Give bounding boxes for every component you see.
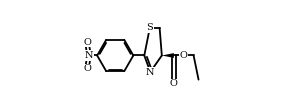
Text: O: O <box>83 38 91 47</box>
Text: N: N <box>85 51 93 60</box>
Text: N: N <box>146 68 155 77</box>
Text: S: S <box>146 23 153 32</box>
Text: O: O <box>83 64 91 73</box>
Polygon shape <box>162 53 174 58</box>
Text: O: O <box>180 51 188 60</box>
Text: O: O <box>170 79 178 88</box>
